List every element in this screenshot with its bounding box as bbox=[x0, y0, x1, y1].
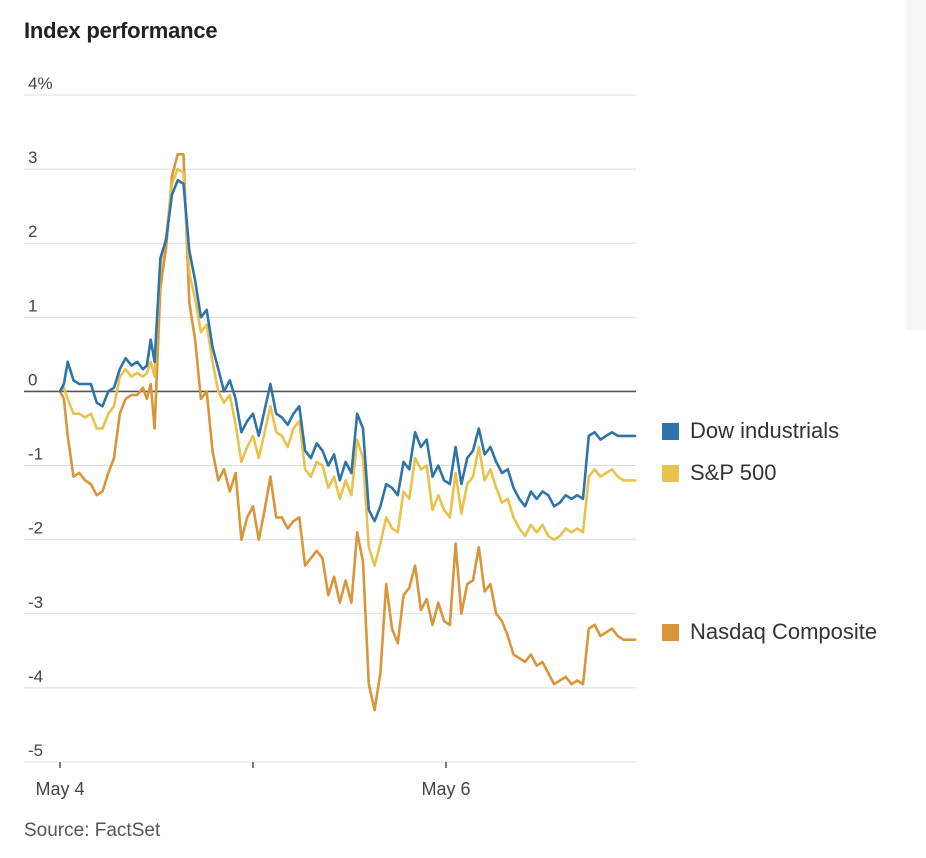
legend-item-nasdaq: Nasdaq Composite bbox=[662, 619, 877, 645]
y-tick-label: 0 bbox=[28, 370, 37, 389]
y-tick-label: 2 bbox=[28, 222, 37, 241]
legend-item-sp500: S&P 500 bbox=[662, 460, 776, 486]
chart-title: Index performance bbox=[24, 18, 218, 43]
y-tick-label: -5 bbox=[28, 741, 43, 760]
legend-swatch-dow bbox=[662, 422, 679, 440]
x-axis-ticks: May 4 May 6 bbox=[35, 762, 471, 799]
legend-label-dow: Dow industrials bbox=[690, 418, 840, 443]
series-line-dow-industrials bbox=[58, 178, 637, 523]
y-tick-label: -2 bbox=[28, 519, 43, 538]
y-tick-label: -1 bbox=[28, 445, 43, 464]
x-tick-label: May 6 bbox=[421, 779, 470, 799]
legend-item-dow: Dow industrials bbox=[662, 418, 839, 444]
y-tick-label: 3 bbox=[28, 148, 37, 167]
y-tick-label: 4% bbox=[28, 74, 53, 93]
side-panel bbox=[906, 0, 926, 330]
y-axis-ticks: 4% 3 2 1 0 -1 -2 -3 -4 -5 bbox=[28, 74, 53, 760]
series-line-nasdaq-composite bbox=[58, 153, 637, 712]
y-tick-label: 1 bbox=[28, 296, 37, 315]
y-tick-label: -4 bbox=[28, 667, 43, 686]
legend-swatch-sp500 bbox=[662, 464, 679, 482]
source-note: Source: FactSet bbox=[24, 820, 161, 841]
y-tick-label: -3 bbox=[28, 593, 43, 612]
x-tick-label: May 4 bbox=[35, 779, 84, 799]
legend-label-sp500: S&P 500 bbox=[690, 460, 777, 485]
legend-swatch-nasdaq bbox=[662, 623, 679, 641]
legend-label-nasdaq: Nasdaq Composite bbox=[690, 619, 878, 644]
series-lines bbox=[58, 153, 637, 712]
series-line-s-p-500 bbox=[58, 167, 637, 567]
grid-lines bbox=[24, 94, 636, 763]
